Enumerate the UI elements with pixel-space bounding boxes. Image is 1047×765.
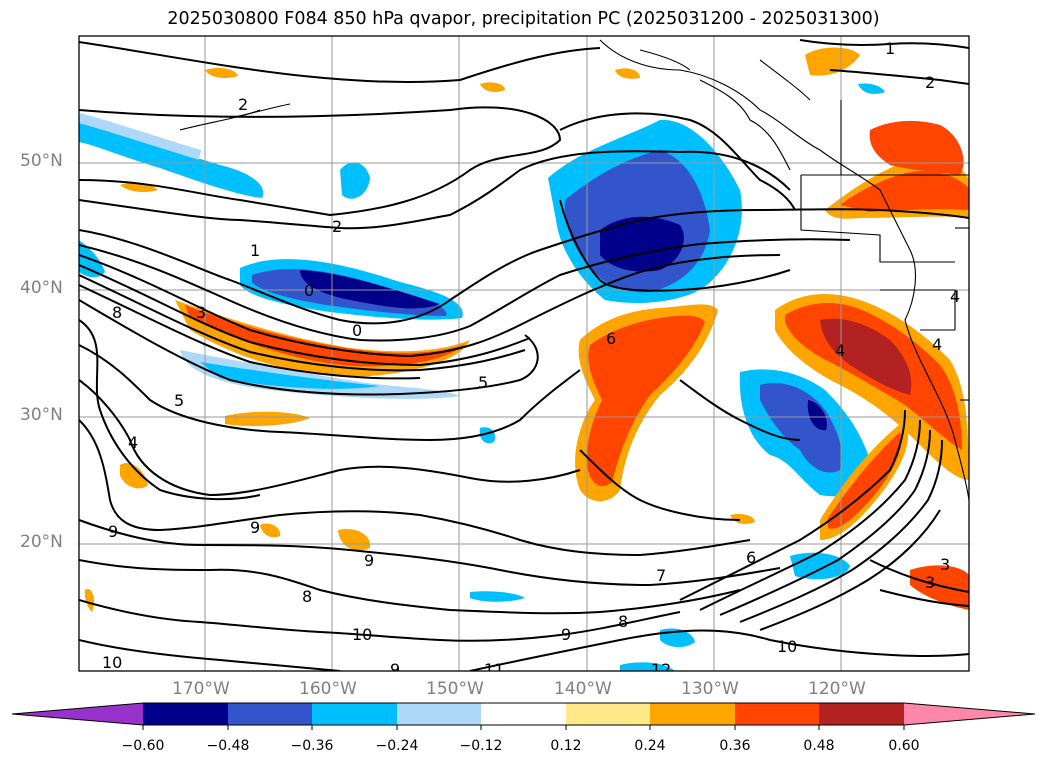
contour-label: 8 [112, 303, 122, 322]
contour-label: 4 [835, 341, 845, 360]
contour-label: 10 [352, 625, 372, 644]
lat-label: 40°N [20, 278, 63, 298]
colorbar-tick-label: −0.36 [290, 738, 334, 754]
lat-label: 30°N [20, 405, 63, 425]
qvapor-contours [79, 39, 969, 671]
contour-label: 0 [304, 281, 314, 300]
contour-label: 4 [128, 433, 138, 452]
contour-label: 9 [390, 660, 400, 679]
contour-label: 8 [302, 587, 312, 606]
contour-label: 10 [102, 653, 122, 672]
contour-label: 6 [746, 548, 756, 567]
contour-label: 7 [656, 566, 666, 585]
colorbar-tick-label: 0.48 [803, 738, 835, 754]
lon-label: 120°W [808, 679, 866, 699]
lon-label: 140°W [554, 679, 612, 699]
contour-label: 8 [618, 612, 628, 631]
contour-label: 3 [925, 573, 935, 592]
colorbar-tick-label: −0.24 [375, 738, 419, 754]
contour-label: 5 [478, 373, 488, 392]
contour-label: 9 [561, 625, 571, 644]
colorbar-tick-label: 0.60 [888, 738, 920, 754]
map-title: 2025030800 F084 850 hPa qvapor, precipit… [167, 9, 880, 29]
contour-labels: 1 2 2 1 0 0 8 3 5 5 4 6 9 9 9 8 10 10 9 … [102, 39, 960, 679]
lon-label: 160°W [299, 679, 357, 699]
positive-shading [84, 47, 969, 612]
lon-label: 130°W [681, 679, 739, 699]
plot-frame [78, 35, 970, 672]
lon-label: 170°W [172, 679, 230, 699]
contour-label: 3 [940, 555, 950, 574]
contour-label: 12 [651, 660, 671, 679]
lat-label: 50°N [20, 151, 63, 171]
contour-label: 2 [332, 217, 342, 236]
colorbar-tick-label: 0.36 [719, 738, 751, 754]
contour-label: 1 [885, 39, 895, 58]
contour-label: 3 [196, 303, 206, 322]
contour-label: 1 [250, 241, 260, 260]
contour-label: 6 [606, 329, 616, 348]
colorbar-tick-label: 0.24 [634, 738, 666, 754]
colorbar-tick-label: −0.12 [459, 738, 503, 754]
contour-label: 9 [250, 518, 260, 537]
contour-label: 4 [932, 335, 942, 354]
contour-label: 10 [777, 637, 797, 656]
contour-label: 5 [174, 391, 184, 410]
graticule [79, 36, 969, 671]
colorbar-tick-label: −0.60 [121, 738, 165, 754]
colorbar [11, 702, 1036, 730]
contour-label: 9 [108, 522, 118, 541]
colorbar-tick-label: −0.48 [206, 738, 250, 754]
contour-label: 9 [364, 551, 374, 570]
lat-label: 20°N [20, 532, 63, 552]
contour-label: 2 [925, 73, 935, 92]
lon-label: 150°W [426, 679, 484, 699]
contour-label: 0 [352, 321, 362, 340]
contour-label: 4 [950, 287, 960, 306]
contour-label: 11 [484, 660, 504, 679]
colorbar-tick-label: 0.12 [550, 738, 582, 754]
contour-label: 2 [238, 95, 248, 114]
